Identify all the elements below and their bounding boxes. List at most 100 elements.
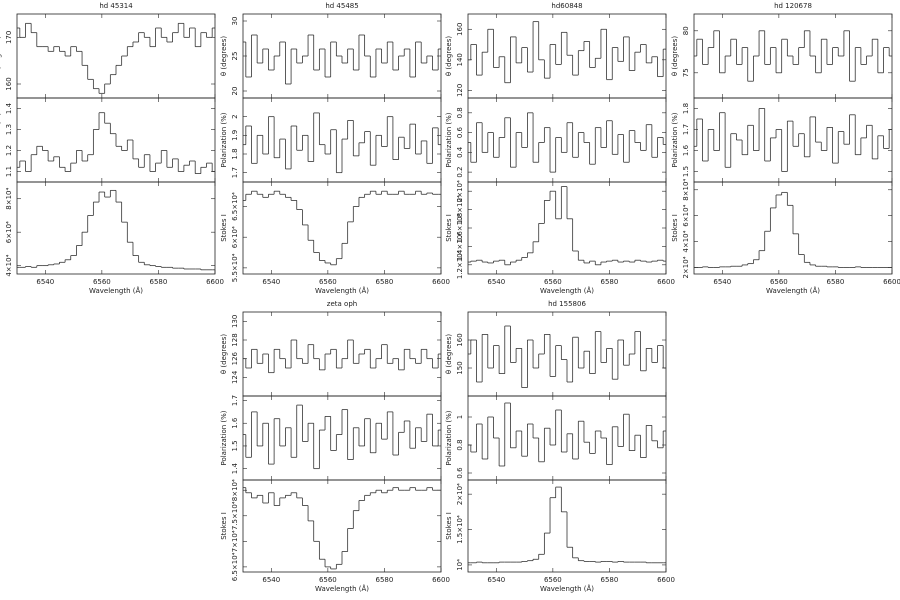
- y-tick-label: 1.4: [231, 463, 239, 475]
- y-tick-label: 2: [231, 114, 239, 118]
- y-tick-label: 160: [456, 333, 464, 346]
- y-tick-label: 75: [682, 68, 690, 77]
- y-tick-label: 0.8: [456, 107, 464, 118]
- y-tick-label: 2×10⁴: [456, 483, 464, 505]
- panel-frame: [242, 479, 442, 573]
- y-tick-label: 1: [456, 415, 464, 419]
- step-connector: [245, 405, 439, 469]
- step-connector: [245, 487, 433, 569]
- y-axis-label: Polarization (%): [0, 112, 2, 167]
- y-tick-label: 8×10⁴: [231, 479, 239, 501]
- y-tick-label: 1.7: [231, 395, 239, 406]
- x-axis-label: Wavelength (Å): [315, 286, 369, 295]
- x-tick-label: 6560: [319, 278, 337, 286]
- y-axis-label: Stokes I: [220, 214, 228, 242]
- panel-frame: [467, 13, 667, 99]
- x-tick-label: 6540: [713, 278, 731, 286]
- y-tick-label: 140: [456, 53, 464, 66]
- y-tick-label: 6×10⁴: [5, 221, 13, 243]
- y-tick-label: 170: [5, 31, 13, 44]
- y-tick-label: 1.4: [5, 102, 13, 114]
- y-tick-label: 5.5×10⁴: [231, 253, 239, 282]
- y-tick-label: 1.6: [682, 144, 690, 156]
- y-axis-label: θ (degrees): [445, 334, 453, 374]
- y-tick-label: 160: [5, 77, 13, 90]
- panel-frame: [693, 181, 893, 275]
- x-tick-label: 6580: [601, 576, 619, 584]
- x-tick-label: 6540: [262, 278, 280, 286]
- y-tick-label: 7×10⁴: [231, 530, 239, 552]
- y-tick-label: 25: [231, 52, 239, 61]
- x-tick-label: 6540: [487, 576, 505, 584]
- y-axis-label: Stokes I: [220, 512, 228, 540]
- y-axis-label: θ (degrees): [220, 334, 228, 374]
- step-connector: [245, 35, 439, 84]
- y-tick-label: 120: [456, 84, 464, 97]
- x-axis-label: Wavelength (Å): [540, 286, 594, 295]
- step-connector: [702, 192, 862, 268]
- x-tick-label: 6560: [770, 278, 788, 286]
- y-tick-label: 30: [231, 17, 239, 26]
- x-tick-label: 6560: [544, 278, 562, 286]
- step-connector: [470, 326, 664, 388]
- y-tick-label: 2×10⁴: [682, 256, 690, 278]
- y-tick-label: 150: [456, 361, 464, 374]
- x-tick-label: 6600: [432, 576, 450, 584]
- x-tick-label: 6600: [206, 278, 224, 286]
- chart-title: hd 155806: [548, 300, 586, 308]
- y-tick-label: 6.5×10⁴: [231, 552, 239, 581]
- y-tick-label: 0.2: [456, 167, 464, 178]
- panel-frame: [242, 311, 442, 397]
- y-tick-label: 2×10⁴: [456, 180, 464, 202]
- y-axis-label: θ (degrees): [671, 36, 679, 76]
- y-axis-label: Stokes I: [671, 214, 679, 242]
- x-tick-label: 6560: [93, 278, 111, 286]
- y-tick-label: 1.2×10⁴: [456, 250, 464, 279]
- y-tick-label: 6×10⁴: [231, 226, 239, 248]
- y-tick-label: 0.6: [456, 467, 464, 479]
- x-tick-label: 6600: [883, 278, 900, 286]
- step-connector: [245, 340, 439, 373]
- y-tick-label: 0.8: [456, 439, 464, 450]
- y-tick-label: 1.9: [231, 130, 239, 141]
- step-connector: [19, 112, 213, 174]
- y-tick-label: 1.4×10⁴: [456, 232, 464, 261]
- x-tick-label: 6560: [544, 576, 562, 584]
- x-axis-label: Wavelength (Å): [766, 286, 820, 295]
- y-axis-label: Polarization (%): [445, 112, 453, 167]
- x-tick-label: 6540: [487, 278, 505, 286]
- step-connector: [245, 191, 433, 265]
- panel-frame: [467, 479, 667, 573]
- x-tick-label: 6600: [432, 278, 450, 286]
- y-tick-label: 126: [231, 351, 239, 365]
- panel-frame: [467, 311, 667, 397]
- y-tick-label: 1.6: [231, 417, 239, 429]
- x-tick-label: 6540: [262, 576, 280, 584]
- y-tick-label: 80: [682, 26, 690, 35]
- y-tick-label: 1.3: [5, 124, 13, 135]
- y-tick-label: 4×10⁴: [682, 230, 690, 252]
- y-tick-label: 1.8×10⁴: [456, 195, 464, 224]
- y-tick-label: 124: [231, 370, 239, 384]
- chart-title: hd 120678: [774, 2, 812, 10]
- y-tick-label: 130: [231, 315, 239, 328]
- y-axis-label: θ (degrees): [220, 36, 228, 76]
- y-axis-label: θ (degrees): [0, 36, 2, 76]
- y-axis-label: Polarization (%): [220, 112, 228, 167]
- x-tick-label: 6580: [376, 278, 394, 286]
- y-tick-label: 1.5: [682, 166, 690, 177]
- y-axis-label: Polarization (%): [220, 410, 228, 465]
- panel-frame: [16, 13, 216, 99]
- y-axis-label: Polarization (%): [671, 112, 679, 167]
- step-connector: [245, 112, 439, 173]
- step-connector: [696, 30, 890, 82]
- y-tick-label: 1.8: [231, 148, 239, 159]
- y-tick-label: 1.5: [231, 440, 239, 451]
- x-axis-label: Wavelength (Å): [540, 584, 594, 593]
- y-tick-label: 160: [456, 23, 464, 36]
- panel-frame: [242, 395, 442, 481]
- y-tick-label: 4×10⁴: [5, 254, 13, 276]
- y-tick-label: 20: [231, 87, 239, 96]
- chart-title: zeta oph: [327, 300, 357, 308]
